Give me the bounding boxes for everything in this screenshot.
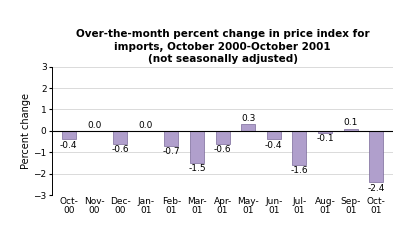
Bar (241, 124, 255, 131)
Bar (164, 131, 178, 146)
Bar (292, 131, 306, 165)
Bar (113, 131, 127, 144)
Bar (369, 131, 383, 182)
Text: -0.4: -0.4 (265, 141, 283, 150)
Bar (318, 131, 332, 133)
Bar (190, 131, 204, 163)
Text: 0.0: 0.0 (87, 121, 101, 130)
Bar (267, 131, 281, 139)
Y-axis label: Percent change: Percent change (20, 93, 30, 169)
Text: -0.1: -0.1 (316, 134, 334, 143)
Text: 0.0: 0.0 (138, 121, 153, 130)
Text: 0.1: 0.1 (344, 119, 358, 128)
Bar (344, 129, 358, 131)
Title: Over-the-month percent change in price index for
imports, October 2000-October 2: Over-the-month percent change in price i… (76, 29, 369, 64)
Text: -1.5: -1.5 (188, 164, 206, 173)
Text: -2.4: -2.4 (368, 183, 385, 193)
Text: -0.6: -0.6 (214, 145, 231, 154)
Text: -1.6: -1.6 (291, 166, 308, 175)
Text: 0.3: 0.3 (241, 114, 255, 123)
Bar (62, 131, 76, 139)
Bar (215, 131, 230, 144)
Text: -0.4: -0.4 (60, 141, 77, 150)
Text: -0.6: -0.6 (111, 145, 129, 154)
Text: -0.7: -0.7 (162, 147, 180, 156)
